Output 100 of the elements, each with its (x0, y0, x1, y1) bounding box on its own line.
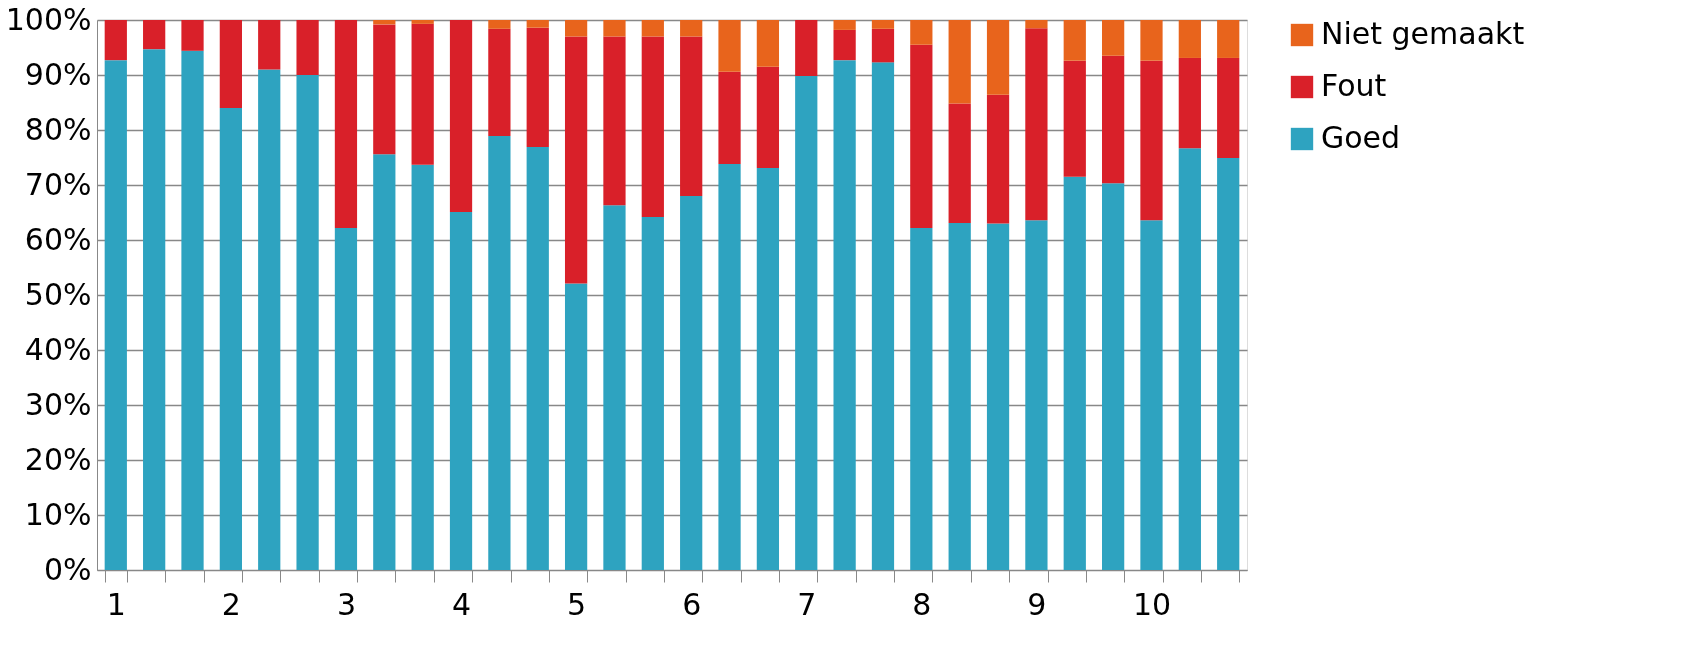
bar (334, 227, 358, 570)
bar (181, 50, 204, 570)
bar (1140, 220, 1163, 570)
bar (449, 20, 473, 212)
x-tick-label: 9 (1027, 586, 1047, 622)
y-tick-label: 70% (24, 166, 92, 202)
y-tick-label: 30% (24, 386, 92, 422)
bar (526, 27, 549, 148)
bar (1178, 20, 1201, 58)
bar (795, 20, 818, 77)
bar (564, 36, 588, 284)
bar (986, 94, 1010, 224)
bar (411, 23, 434, 165)
y-tick-label: 0% (43, 551, 92, 587)
bar (411, 20, 434, 24)
bar (334, 20, 358, 228)
bar (488, 136, 511, 570)
bar (1140, 60, 1163, 221)
y-tick-label: 40% (24, 331, 92, 367)
bar (718, 20, 741, 72)
bar (1102, 20, 1125, 56)
bar (373, 154, 396, 570)
bar (641, 216, 664, 570)
bar (833, 29, 856, 61)
bar (680, 196, 703, 570)
bar (1217, 158, 1240, 570)
bar (219, 108, 242, 570)
bar (948, 20, 971, 104)
bar (986, 20, 1010, 95)
bar (373, 24, 396, 155)
bar (833, 20, 856, 30)
x-tick-label: 10 (1132, 586, 1172, 622)
bar (1063, 176, 1086, 570)
legend-label: Goed (1321, 120, 1401, 155)
bar (143, 49, 166, 570)
bar (1102, 183, 1125, 570)
bar (910, 20, 933, 45)
bar (833, 60, 856, 570)
bar (449, 211, 473, 570)
bar (1140, 20, 1163, 61)
bar (641, 36, 664, 217)
bar (718, 164, 741, 570)
bar (1102, 55, 1125, 184)
bar (1217, 20, 1240, 58)
bar (948, 103, 971, 223)
x-tick-label: 1 (106, 586, 126, 622)
bar (181, 20, 204, 51)
y-tick-label: 50% (24, 276, 92, 312)
bar (603, 36, 626, 206)
bar (258, 20, 281, 70)
bar (526, 147, 549, 570)
bar (488, 28, 511, 137)
bar (680, 36, 703, 196)
y-tick-label: 60% (24, 221, 92, 257)
bar (1178, 148, 1201, 570)
bar (756, 20, 780, 67)
bar (1063, 60, 1086, 177)
bar (1025, 28, 1048, 221)
bar (104, 20, 127, 61)
x-tick-label: 3 (336, 586, 356, 622)
bar (258, 69, 281, 570)
bar (1025, 20, 1048, 29)
bar (526, 20, 549, 28)
bar (756, 167, 780, 570)
bar (1025, 220, 1048, 570)
bar (564, 20, 588, 37)
y-tick-label: 10% (24, 496, 92, 532)
x-tick-label: 2 (221, 586, 241, 622)
bar (488, 20, 511, 29)
bar (871, 28, 895, 63)
bar (373, 20, 396, 25)
bar (910, 44, 933, 228)
x-tick-label: 4 (451, 586, 472, 622)
bar (910, 227, 933, 570)
bar (756, 66, 780, 168)
bar (641, 20, 664, 37)
bar (871, 62, 895, 570)
bar (603, 205, 626, 570)
bar (871, 20, 895, 29)
y-tick-label: 100% (5, 1, 92, 37)
bar (411, 164, 434, 570)
bar (296, 75, 319, 570)
bar (564, 283, 588, 570)
bar (795, 76, 818, 570)
bar (219, 20, 242, 108)
y-tick-label: 80% (24, 111, 92, 147)
bar (1217, 57, 1240, 159)
bar (1178, 57, 1201, 149)
x-tick-label: 8 (912, 586, 932, 622)
bar (948, 222, 971, 570)
y-tick-label: 90% (24, 56, 92, 92)
x-tick-label: 6 (682, 586, 702, 622)
bar (986, 223, 1010, 570)
bar (143, 20, 166, 50)
x-tick-label: 5 (567, 586, 587, 622)
legend-label: Fout (1321, 68, 1387, 103)
x-tick-label: 7 (797, 586, 817, 622)
bar (680, 20, 703, 37)
bar (296, 20, 319, 75)
legend-label: Niet gemaakt (1321, 16, 1525, 51)
